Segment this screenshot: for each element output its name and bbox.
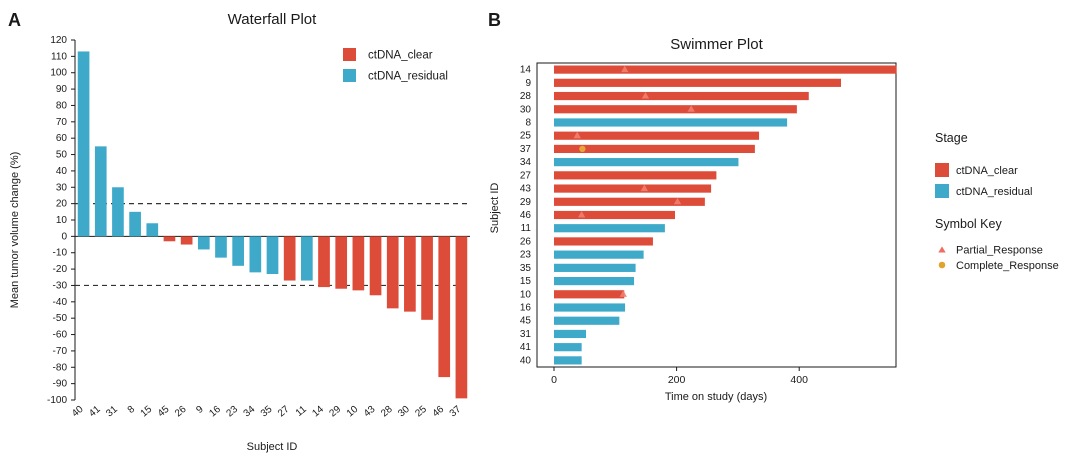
svg-text:Mean tumor volume change (%): Mean tumor volume change (%) — [9, 152, 21, 309]
svg-text:34: 34 — [242, 404, 258, 420]
svg-text:23: 23 — [224, 404, 240, 420]
svg-text:-100: -100 — [47, 395, 67, 406]
svg-text:16: 16 — [207, 404, 223, 420]
svg-text:200: 200 — [668, 374, 686, 386]
svg-text:80: 80 — [56, 100, 68, 111]
svg-text:Symbol Key: Symbol Key — [935, 217, 1002, 231]
svg-text:15: 15 — [139, 404, 155, 420]
svg-text:Partial_Response: Partial_Response — [956, 245, 1043, 257]
svg-text:29: 29 — [328, 404, 344, 420]
svg-text:46: 46 — [520, 210, 532, 221]
svg-text:28: 28 — [520, 91, 532, 102]
svg-text:-50: -50 — [53, 313, 68, 324]
svg-text:45: 45 — [156, 404, 172, 420]
svg-text:35: 35 — [520, 263, 532, 274]
svg-text:15: 15 — [520, 276, 532, 287]
svg-text:14: 14 — [520, 65, 532, 76]
svg-text:9: 9 — [525, 78, 531, 89]
svg-text:Subject ID: Subject ID — [489, 183, 501, 234]
svg-text:46: 46 — [431, 404, 447, 420]
svg-text:27: 27 — [276, 404, 292, 420]
svg-text:90: 90 — [56, 84, 68, 95]
svg-text:43: 43 — [520, 184, 532, 195]
svg-text:35: 35 — [259, 404, 275, 420]
svg-text:8: 8 — [126, 404, 138, 416]
svg-text:-70: -70 — [53, 346, 68, 357]
svg-text:23: 23 — [520, 250, 532, 261]
svg-text:26: 26 — [173, 404, 189, 420]
svg-text:40: 40 — [56, 166, 68, 177]
svg-text:10: 10 — [56, 215, 68, 226]
svg-text:31: 31 — [104, 404, 120, 420]
svg-text:41: 41 — [520, 342, 532, 353]
svg-text:ctDNA_clear: ctDNA_clear — [368, 50, 433, 62]
svg-text:37: 37 — [520, 144, 532, 155]
svg-text:10: 10 — [520, 289, 532, 300]
svg-text:26: 26 — [520, 236, 532, 247]
svg-text:ctDNA_residual: ctDNA_residual — [956, 186, 1032, 198]
svg-text:ctDNA_residual: ctDNA_residual — [368, 71, 448, 83]
svg-text:10: 10 — [345, 404, 361, 420]
svg-text:0: 0 — [551, 374, 557, 386]
svg-text:37: 37 — [448, 404, 464, 420]
svg-text:0: 0 — [61, 231, 67, 242]
svg-text:45: 45 — [520, 316, 532, 327]
svg-text:-90: -90 — [53, 379, 68, 390]
svg-text:31: 31 — [520, 329, 532, 340]
svg-text:110: 110 — [51, 51, 67, 62]
svg-text:27: 27 — [520, 170, 532, 181]
svg-text:-20: -20 — [53, 264, 68, 275]
svg-text:9: 9 — [194, 404, 206, 416]
svg-text:41: 41 — [87, 404, 103, 420]
svg-text:-10: -10 — [53, 248, 68, 259]
svg-text:Subject ID: Subject ID — [247, 441, 298, 453]
svg-text:Complete_Response: Complete_Response — [956, 260, 1059, 272]
svg-text:11: 11 — [294, 404, 309, 419]
svg-text:16: 16 — [520, 303, 532, 314]
svg-text:ctDNA_clear: ctDNA_clear — [956, 165, 1018, 177]
svg-text:-30: -30 — [53, 280, 68, 291]
svg-text:20: 20 — [56, 199, 68, 210]
svg-text:8: 8 — [525, 117, 531, 128]
svg-text:25: 25 — [413, 404, 429, 420]
svg-text:-40: -40 — [53, 297, 68, 308]
svg-text:60: 60 — [56, 133, 68, 144]
svg-text:-80: -80 — [53, 362, 68, 373]
svg-text:40: 40 — [520, 355, 532, 366]
svg-text:25: 25 — [520, 131, 532, 142]
svg-text:-60: -60 — [53, 330, 68, 341]
svg-text:100: 100 — [50, 68, 67, 79]
svg-text:Time on study (days): Time on study (days) — [665, 391, 767, 403]
svg-text:Stage: Stage — [935, 131, 968, 145]
svg-text:40: 40 — [70, 404, 86, 420]
svg-text:28: 28 — [379, 404, 395, 420]
svg-text:30: 30 — [396, 404, 412, 420]
svg-text:34: 34 — [520, 157, 532, 168]
svg-text:43: 43 — [362, 404, 378, 420]
svg-text:29: 29 — [520, 197, 532, 208]
svg-text:400: 400 — [790, 374, 808, 386]
svg-text:30: 30 — [56, 182, 68, 193]
svg-text:14: 14 — [310, 404, 326, 420]
svg-text:120: 120 — [50, 35, 67, 46]
svg-text:70: 70 — [56, 117, 68, 128]
svg-text:30: 30 — [520, 104, 532, 115]
svg-text:11: 11 — [521, 223, 532, 234]
svg-text:50: 50 — [56, 150, 68, 161]
